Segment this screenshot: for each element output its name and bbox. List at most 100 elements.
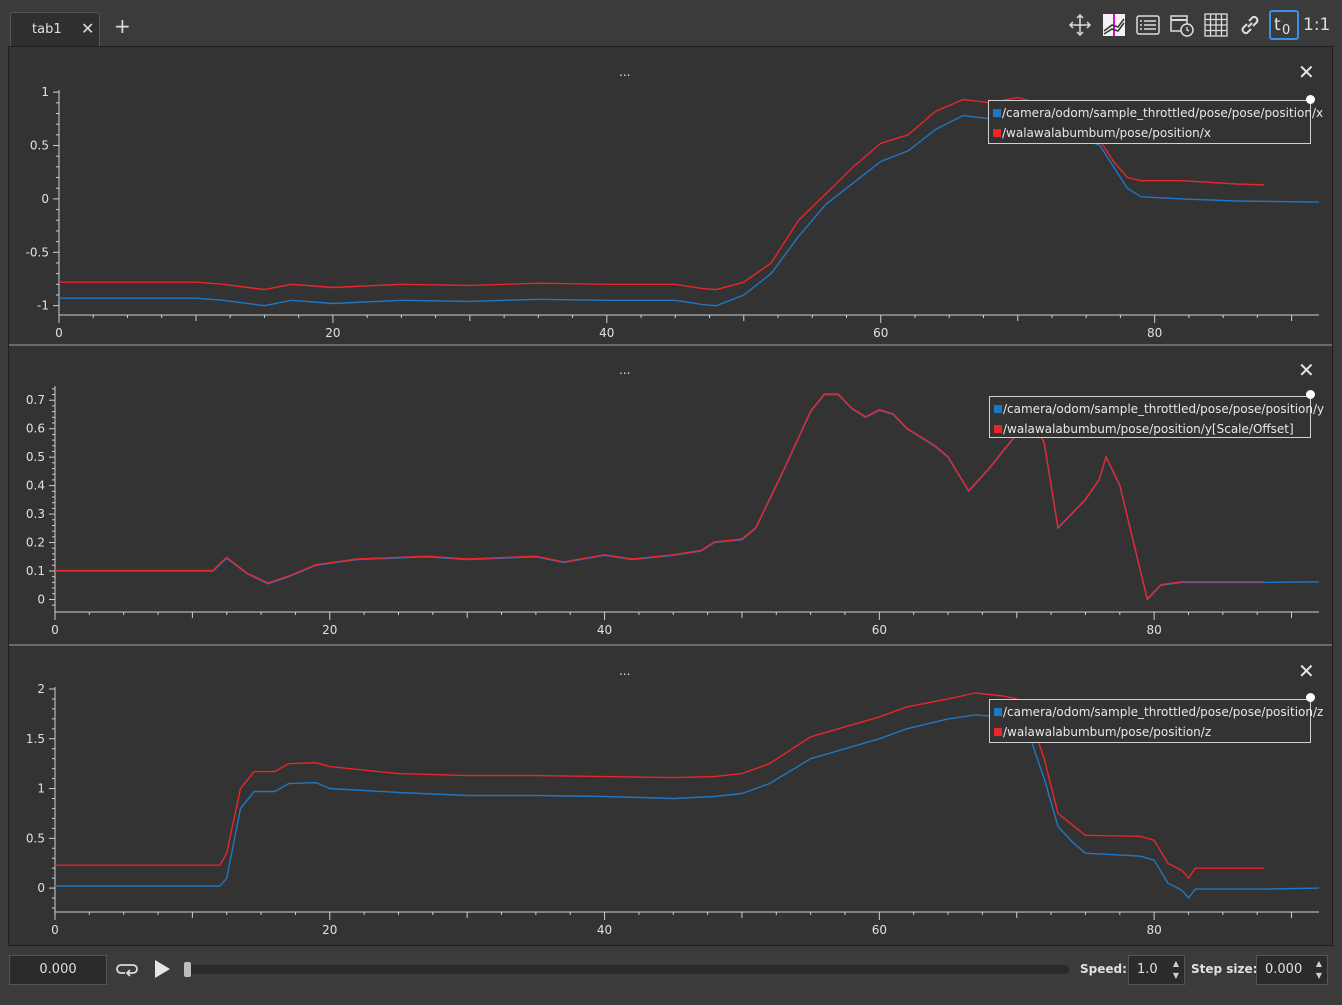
legend-entry-blue[interactable]: /camera/odom/sample_throttled/pose/pose/… xyxy=(994,702,1323,722)
legend-entry-red[interactable]: /walawalabumbum/pose/position/y[Scale/Of… xyxy=(994,419,1304,439)
current-time-field[interactable]: 0.000 xyxy=(9,955,107,985)
y-tick-label: 0 xyxy=(37,881,45,895)
close-plot-icon[interactable]: ✕ xyxy=(1298,60,1315,84)
x-tick-label: 40 xyxy=(597,923,612,937)
move-icon[interactable] xyxy=(1065,10,1095,40)
plot-canvas-x[interactable]: 1 0.5 0 -0.5 -1 0 20 40 60 80 xyxy=(9,47,1332,344)
y-tick-label: -0.5 xyxy=(26,245,49,259)
y-tick-label: 0.4 xyxy=(26,479,45,493)
plot-area: 1 0.5 0 -0.5 -1 0 20 40 60 80 ... ✕ /camera/odom/… xyxy=(8,46,1333,946)
series-line-blue xyxy=(55,714,1320,899)
x-tick-label: 0 xyxy=(51,623,59,637)
y-tick-label: 0 xyxy=(41,192,49,206)
legend-label: /walawalabumbum/pose/position/x xyxy=(1002,126,1211,140)
speed-spinbox[interactable]: 1.0 ▲ ▼ xyxy=(1128,955,1185,985)
series-line-blue xyxy=(59,114,1320,307)
svg-text:t: t xyxy=(1274,15,1281,35)
y-tick-label: 0.1 xyxy=(26,564,45,578)
plot-legend[interactable]: /camera/odom/sample_throttled/pose/pose/… xyxy=(989,396,1324,439)
y-tick-label: 1.5 xyxy=(26,732,45,746)
panel-divider[interactable] xyxy=(9,644,1332,646)
legend-label: /walawalabumbum/pose/position/z xyxy=(1003,725,1212,739)
spin-up-icon[interactable]: ▲ xyxy=(1172,959,1180,968)
y-tick-label: 0.5 xyxy=(26,450,45,464)
grid-icon[interactable] xyxy=(1201,10,1231,40)
spin-down-icon[interactable]: ▼ xyxy=(1172,971,1180,980)
x-tick-label: 80 xyxy=(1147,326,1162,340)
y-tick-label: 0.3 xyxy=(26,507,45,521)
panel-menu-button[interactable]: ... xyxy=(619,65,631,79)
legend-label: /camera/odom/sample_throttled/pose/pose/… xyxy=(1003,402,1325,416)
x-tick-label: 0 xyxy=(55,326,63,340)
close-plot-icon[interactable]: ✕ xyxy=(1298,659,1315,683)
legend-entry-red[interactable]: /walawalabumbum/pose/position/z xyxy=(994,722,1304,742)
link-icon[interactable] xyxy=(1235,10,1265,40)
time-calendar-icon[interactable] xyxy=(1167,10,1197,40)
legend-drag-handle[interactable] xyxy=(1306,693,1315,702)
x-tick-label: 40 xyxy=(599,326,614,340)
step-size-spinbox[interactable]: 0.000 ▲ ▼ xyxy=(1256,955,1328,985)
legend-position-icon[interactable] xyxy=(1099,10,1129,40)
aspect-ratio-button[interactable]: 1:1 xyxy=(1303,15,1331,35)
speed-label: Speed: xyxy=(1080,962,1127,976)
play-icon[interactable] xyxy=(152,958,172,984)
x-tick-label: 60 xyxy=(872,923,887,937)
y-tick-label: 0.5 xyxy=(26,831,45,845)
plot-panel-z[interactable]: 2 1.5 1 0.5 0 0 20 40 60 80 ... ✕ /camera/odom/sa… xyxy=(9,646,1332,945)
y-tick-label: 2 xyxy=(37,682,45,696)
legend-drag-handle[interactable] xyxy=(1306,95,1315,104)
y-tick-label: 1 xyxy=(41,85,49,99)
y-tick-label: 0 xyxy=(37,592,45,606)
series-line-red xyxy=(55,393,1264,600)
close-plot-icon[interactable]: ✕ xyxy=(1298,358,1315,382)
x-tick-label: 40 xyxy=(597,623,612,637)
legend-swatch-red xyxy=(994,728,1002,736)
svg-text:0: 0 xyxy=(1282,23,1290,36)
x-tick-label: 80 xyxy=(1146,623,1161,637)
legend-entry-blue[interactable]: /camera/odom/sample_throttled/pose/pose/… xyxy=(993,103,1323,123)
step-size-value: 0.000 xyxy=(1265,962,1303,977)
plot-legend[interactable]: /camera/odom/sample_throttled/pose/pose/… xyxy=(989,699,1323,743)
y-tick-label: 0.7 xyxy=(26,393,45,407)
legend-entry-red[interactable]: /walawalabumbum/pose/position/x xyxy=(993,123,1304,143)
x-tick-label: 20 xyxy=(325,326,340,340)
plot-canvas-y[interactable]: 0.7 0.6 0.5 0.4 0.3 0.2 0.1 0 0 20 40 60 80 xyxy=(9,346,1332,644)
tab-tab1[interactable]: tab1 ✕ xyxy=(10,12,100,46)
plot-canvas-z[interactable]: 2 1.5 1 0.5 0 0 20 40 60 80 xyxy=(9,646,1332,945)
x-tick-label: 20 xyxy=(322,923,337,937)
x-tick-label: 80 xyxy=(1146,923,1161,937)
list-icon[interactable] xyxy=(1133,10,1163,40)
close-tab-icon[interactable]: ✕ xyxy=(81,19,95,38)
playback-bar: 0.000 Speed: 1.0 ▲ ▼ Step size: 0.000 ▲ ▼ xyxy=(0,946,1342,1005)
legend-drag-handle[interactable] xyxy=(1306,390,1315,399)
series-line-red xyxy=(55,692,1264,879)
add-tab-button[interactable]: + xyxy=(114,14,131,38)
timeline-slider[interactable] xyxy=(184,965,1069,974)
y-tick-label: 0.5 xyxy=(30,139,49,153)
x-tick-label: 60 xyxy=(872,623,887,637)
spin-down-icon[interactable]: ▼ xyxy=(1315,971,1323,980)
legend-entry-blue[interactable]: /camera/odom/sample_throttled/pose/pose/… xyxy=(994,399,1324,419)
legend-label: /camera/odom/sample_throttled/pose/pose/… xyxy=(1003,705,1324,719)
loop-icon[interactable] xyxy=(116,959,138,983)
y-tick-label: 0.2 xyxy=(26,536,45,550)
plot-legend[interactable]: /camera/odom/sample_throttled/pose/pose/… xyxy=(988,100,1323,144)
legend-label: /walawalabumbum/pose/position/y[Scale/Of… xyxy=(1003,422,1294,436)
panel-menu-button[interactable]: ... xyxy=(619,664,631,678)
legend-swatch-blue xyxy=(994,405,1002,413)
x-tick-label: 60 xyxy=(873,326,888,340)
timeline-handle[interactable] xyxy=(184,962,191,977)
speed-value: 1.0 xyxy=(1137,962,1158,977)
plot-panel-y[interactable]: 0.7 0.6 0.5 0.4 0.3 0.2 0.1 0 0 20 40 60 80 ... ✕ /c… xyxy=(9,346,1332,644)
panel-divider[interactable] xyxy=(9,344,1332,346)
legend-swatch-red xyxy=(994,425,1002,433)
y-tick-label: 0.6 xyxy=(26,422,45,436)
x-tick-label: 0 xyxy=(51,923,59,937)
y-tick-label: -1 xyxy=(37,299,49,313)
panel-menu-button[interactable]: ... xyxy=(619,363,631,377)
legend-swatch-red xyxy=(993,129,1001,137)
spin-up-icon[interactable]: ▲ xyxy=(1315,959,1323,968)
plot-panel-x[interactable]: 1 0.5 0 -0.5 -1 0 20 40 60 80 ... ✕ /camera/odom/… xyxy=(9,47,1332,344)
